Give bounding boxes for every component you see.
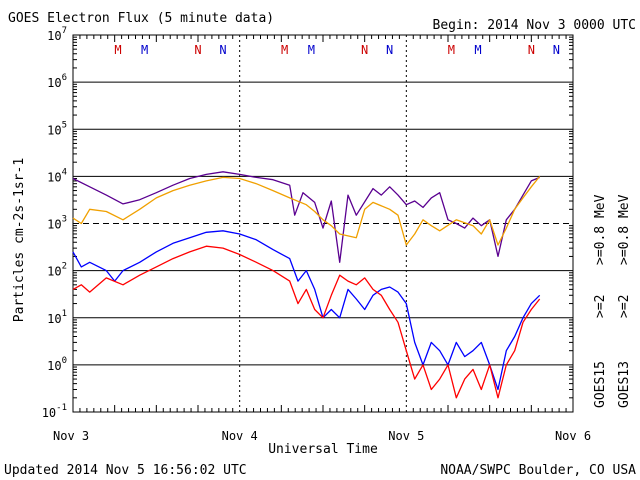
y-tick-exponent: 2	[62, 262, 67, 272]
marker-label: M	[474, 43, 481, 57]
y-tick-exponent: 6	[62, 73, 67, 83]
y-tick-exponent: 0	[62, 356, 67, 366]
x-axis-label: Universal Time	[268, 442, 378, 457]
y-tick-label: 100	[47, 356, 67, 373]
y-tick-label: 102	[47, 262, 67, 279]
y-tick-exponent: 7	[62, 26, 67, 36]
y-tick-exponent: 1	[62, 309, 67, 319]
right-legend: GOES15 GOES13 >=2 >=2 >=0.8 MeV >=0.8 Me…	[593, 194, 632, 408]
series-line	[72, 230, 541, 391]
y-tick-exponent: 3	[62, 215, 67, 225]
legend-goes13: GOES13	[617, 361, 632, 408]
y-tick-label: 103	[47, 215, 67, 232]
marker-label: N	[528, 43, 535, 57]
y-tick-label: 10-1	[42, 403, 67, 420]
marker-label: N	[361, 43, 368, 57]
x-tick-label: Nov 3	[53, 429, 89, 443]
y-tick-label: 105	[47, 120, 67, 137]
marker-label: M	[281, 43, 288, 57]
legend-ge2-goes13: >=2	[617, 295, 632, 318]
marker-label: M	[308, 43, 315, 57]
marker-label: N	[194, 43, 201, 57]
marker-label: M	[114, 43, 121, 57]
marker-label: M	[448, 43, 455, 57]
chart-title: GOES Electron Flux (5 minute data)	[8, 11, 274, 26]
marker-label: N	[553, 43, 560, 57]
credit: NOAA/SWPC Boulder, CO USA	[440, 463, 636, 478]
y-tick-exponent: 5	[62, 120, 67, 130]
x-tick-label: Nov 4	[222, 429, 258, 443]
legend-ge08-goes13: >=0.8 MeV	[617, 194, 632, 265]
x-tick-label: Nov 5	[388, 429, 424, 443]
data-series	[72, 171, 541, 399]
begin-time: Begin: 2014 Nov 3 0000 UTC	[433, 18, 637, 33]
y-tick-label: 104	[47, 167, 67, 184]
y-tick-label: 107	[47, 26, 67, 43]
updated-time: Updated 2014 Nov 5 16:56:02 UTC	[4, 463, 247, 478]
y-axis-label: Particles cm-2s-1sr-1	[12, 158, 27, 322]
x-tick-label: Nov 6	[555, 429, 591, 443]
series-line	[72, 245, 541, 399]
series-line	[72, 175, 541, 246]
marker-label: M	[141, 43, 148, 57]
x-axis-ticks: Nov 3 Nov 4 Nov 5 Nov 6	[53, 35, 591, 443]
y-tick-exponent: -1	[56, 403, 67, 413]
legend-goes15: GOES15	[593, 361, 608, 408]
series-line	[72, 171, 540, 263]
legend-ge08-goes15: >=0.8 MeV	[593, 194, 608, 265]
y-tick-label: 106	[47, 73, 67, 90]
marker-label: N	[386, 43, 393, 57]
y-tick-label: 101	[47, 309, 67, 326]
legend-ge2-goes15: >=2	[593, 295, 608, 318]
y-tick-exponent: 4	[62, 167, 67, 177]
marker-label: N	[219, 43, 226, 57]
